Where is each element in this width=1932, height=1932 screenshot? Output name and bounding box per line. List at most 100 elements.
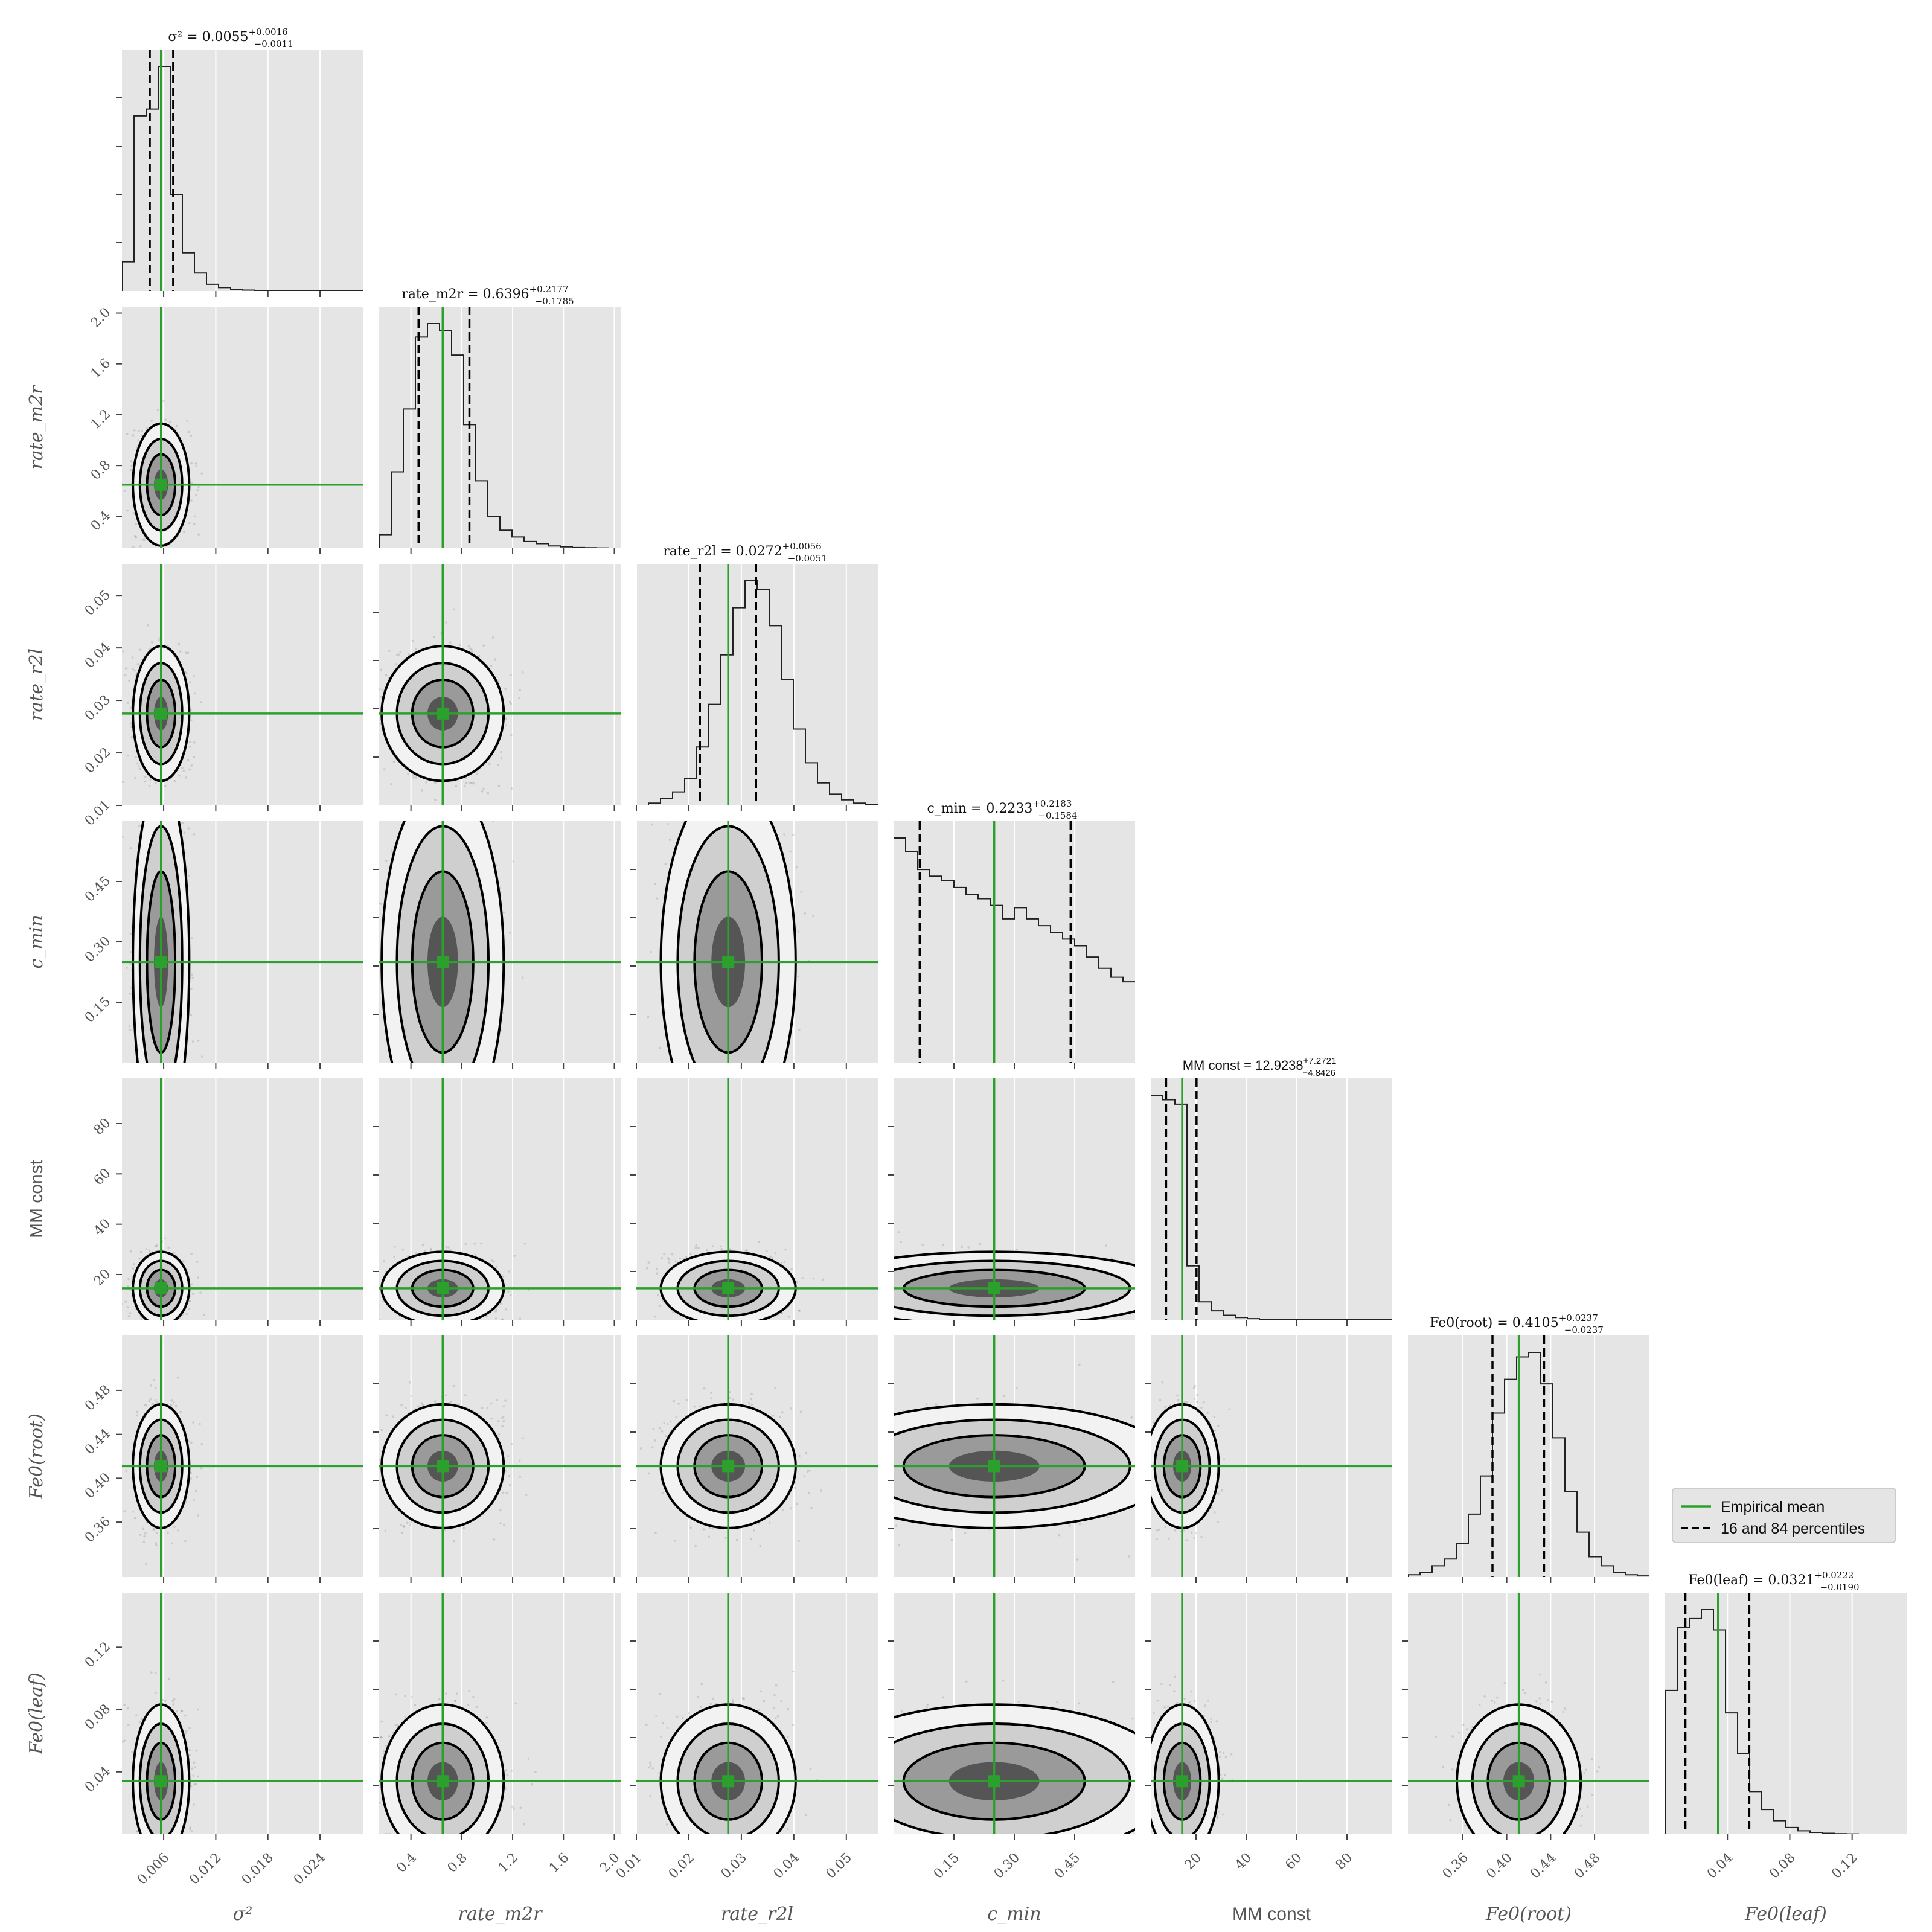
scatter-point bbox=[190, 499, 193, 502]
scatter-point bbox=[175, 424, 178, 427]
scatter-point bbox=[484, 1068, 486, 1070]
scatter-point bbox=[667, 822, 669, 825]
scatter-point bbox=[196, 1261, 199, 1263]
scatter-point bbox=[508, 818, 511, 820]
scatter-point bbox=[778, 1066, 781, 1068]
scatter-point bbox=[724, 1076, 727, 1078]
scatter-point bbox=[401, 810, 403, 812]
scatter-point bbox=[168, 421, 171, 424]
scatter-point bbox=[518, 697, 520, 699]
y-tick-label: 0.03 bbox=[82, 693, 114, 724]
scatter-point bbox=[729, 1066, 731, 1068]
scatter-point bbox=[173, 816, 175, 819]
scatter-point bbox=[778, 1076, 781, 1079]
scatter-point bbox=[147, 1326, 150, 1328]
scatter-point bbox=[490, 664, 493, 667]
y-tick-label: 0.45 bbox=[82, 874, 114, 905]
scatter-point bbox=[705, 1072, 707, 1075]
scatter-point bbox=[463, 785, 466, 787]
scatter-point bbox=[135, 523, 138, 526]
scatter-point bbox=[133, 429, 136, 432]
mean-marker bbox=[155, 478, 167, 491]
panel-1-1: rate_m2r = 0.6396+0.2177 −0.1785 bbox=[379, 284, 621, 554]
scatter-point bbox=[157, 817, 159, 819]
scatter-point bbox=[147, 624, 150, 627]
scatter-point bbox=[129, 469, 132, 472]
scatter-point bbox=[138, 824, 141, 827]
scatter-point bbox=[140, 1317, 143, 1320]
scatter-point bbox=[190, 764, 193, 767]
panel-title-1: rate_m2r = 0.6396+0.2177 −0.1785 bbox=[401, 284, 574, 307]
scatter-point bbox=[492, 821, 495, 822]
scatter-point bbox=[396, 654, 398, 656]
scatter-point bbox=[201, 1055, 203, 1058]
scatter-point bbox=[720, 812, 723, 814]
scatter-point bbox=[131, 1276, 133, 1279]
scatter-point bbox=[394, 662, 397, 665]
scatter-point bbox=[375, 782, 377, 785]
scatter-point bbox=[120, 1292, 122, 1294]
scatter-point bbox=[510, 787, 513, 790]
scatter-point bbox=[134, 776, 136, 779]
scatter-point bbox=[188, 746, 191, 748]
scatter-point bbox=[659, 1046, 662, 1049]
panel-1-0: 0.40.81.21.62.0 bbox=[88, 305, 363, 554]
scatter-point bbox=[450, 1063, 453, 1066]
scatter-point bbox=[190, 988, 193, 990]
scatter-point bbox=[156, 1068, 158, 1070]
scatter-point bbox=[189, 1299, 191, 1302]
y-tick-label: 1.2 bbox=[88, 407, 114, 432]
y-tick-label: 0.02 bbox=[82, 745, 114, 776]
scatter-point bbox=[490, 806, 493, 808]
panel-plot-area bbox=[363, 564, 621, 808]
panel-2-0: 0.010.020.030.040.05 bbox=[82, 564, 363, 829]
scatter-point bbox=[412, 807, 415, 809]
scatter-point bbox=[379, 722, 382, 724]
scatter-point bbox=[138, 765, 140, 767]
scatter-point bbox=[167, 1075, 169, 1078]
scatter-point bbox=[455, 785, 458, 788]
scatter-point bbox=[717, 1072, 719, 1074]
panel-plot-area bbox=[894, 821, 1135, 1063]
scatter-point bbox=[187, 758, 190, 761]
scatter-point bbox=[414, 648, 417, 651]
panel-plot-area bbox=[122, 564, 363, 805]
err-minus: −0.1785 bbox=[535, 296, 574, 307]
scatter-point bbox=[656, 897, 659, 900]
scatter-point bbox=[191, 1040, 194, 1043]
scatter-point bbox=[191, 976, 194, 979]
scatter-point bbox=[390, 849, 393, 852]
scatter-point bbox=[147, 1063, 150, 1065]
scatter-point bbox=[126, 967, 128, 969]
scatter-point bbox=[469, 781, 472, 784]
scatter-point bbox=[521, 671, 524, 674]
scatter-point bbox=[179, 650, 182, 653]
scatter-point bbox=[126, 702, 129, 705]
scatter-point bbox=[399, 650, 402, 653]
scatter-point bbox=[797, 930, 800, 933]
scatter-point bbox=[158, 639, 161, 642]
histogram-3 bbox=[894, 837, 1135, 1063]
scatter-point bbox=[385, 860, 388, 862]
scatter-point bbox=[151, 548, 153, 551]
scatter-point bbox=[719, 1069, 721, 1071]
scatter-point bbox=[374, 681, 376, 683]
scatter-point bbox=[720, 1066, 723, 1068]
err-plus: +0.0016 bbox=[249, 27, 288, 37]
scatter-point bbox=[148, 1249, 151, 1252]
scatter-point bbox=[182, 1260, 185, 1262]
scatter-point bbox=[122, 836, 125, 838]
scatter-point bbox=[178, 774, 181, 777]
panel-plot-area bbox=[376, 807, 621, 1070]
scatter-point bbox=[379, 688, 381, 691]
mean-marker bbox=[437, 707, 449, 720]
panel-0-0: σ² = 0.0055+0.0016 −0.0011 bbox=[116, 27, 363, 297]
scatter-point bbox=[363, 689, 366, 692]
scatter-point bbox=[372, 705, 374, 708]
scatter-point bbox=[126, 1306, 129, 1308]
scatter-point bbox=[716, 817, 718, 819]
scatter-point bbox=[376, 881, 378, 883]
scatter-point bbox=[708, 1071, 711, 1073]
scatter-point bbox=[714, 1072, 716, 1074]
